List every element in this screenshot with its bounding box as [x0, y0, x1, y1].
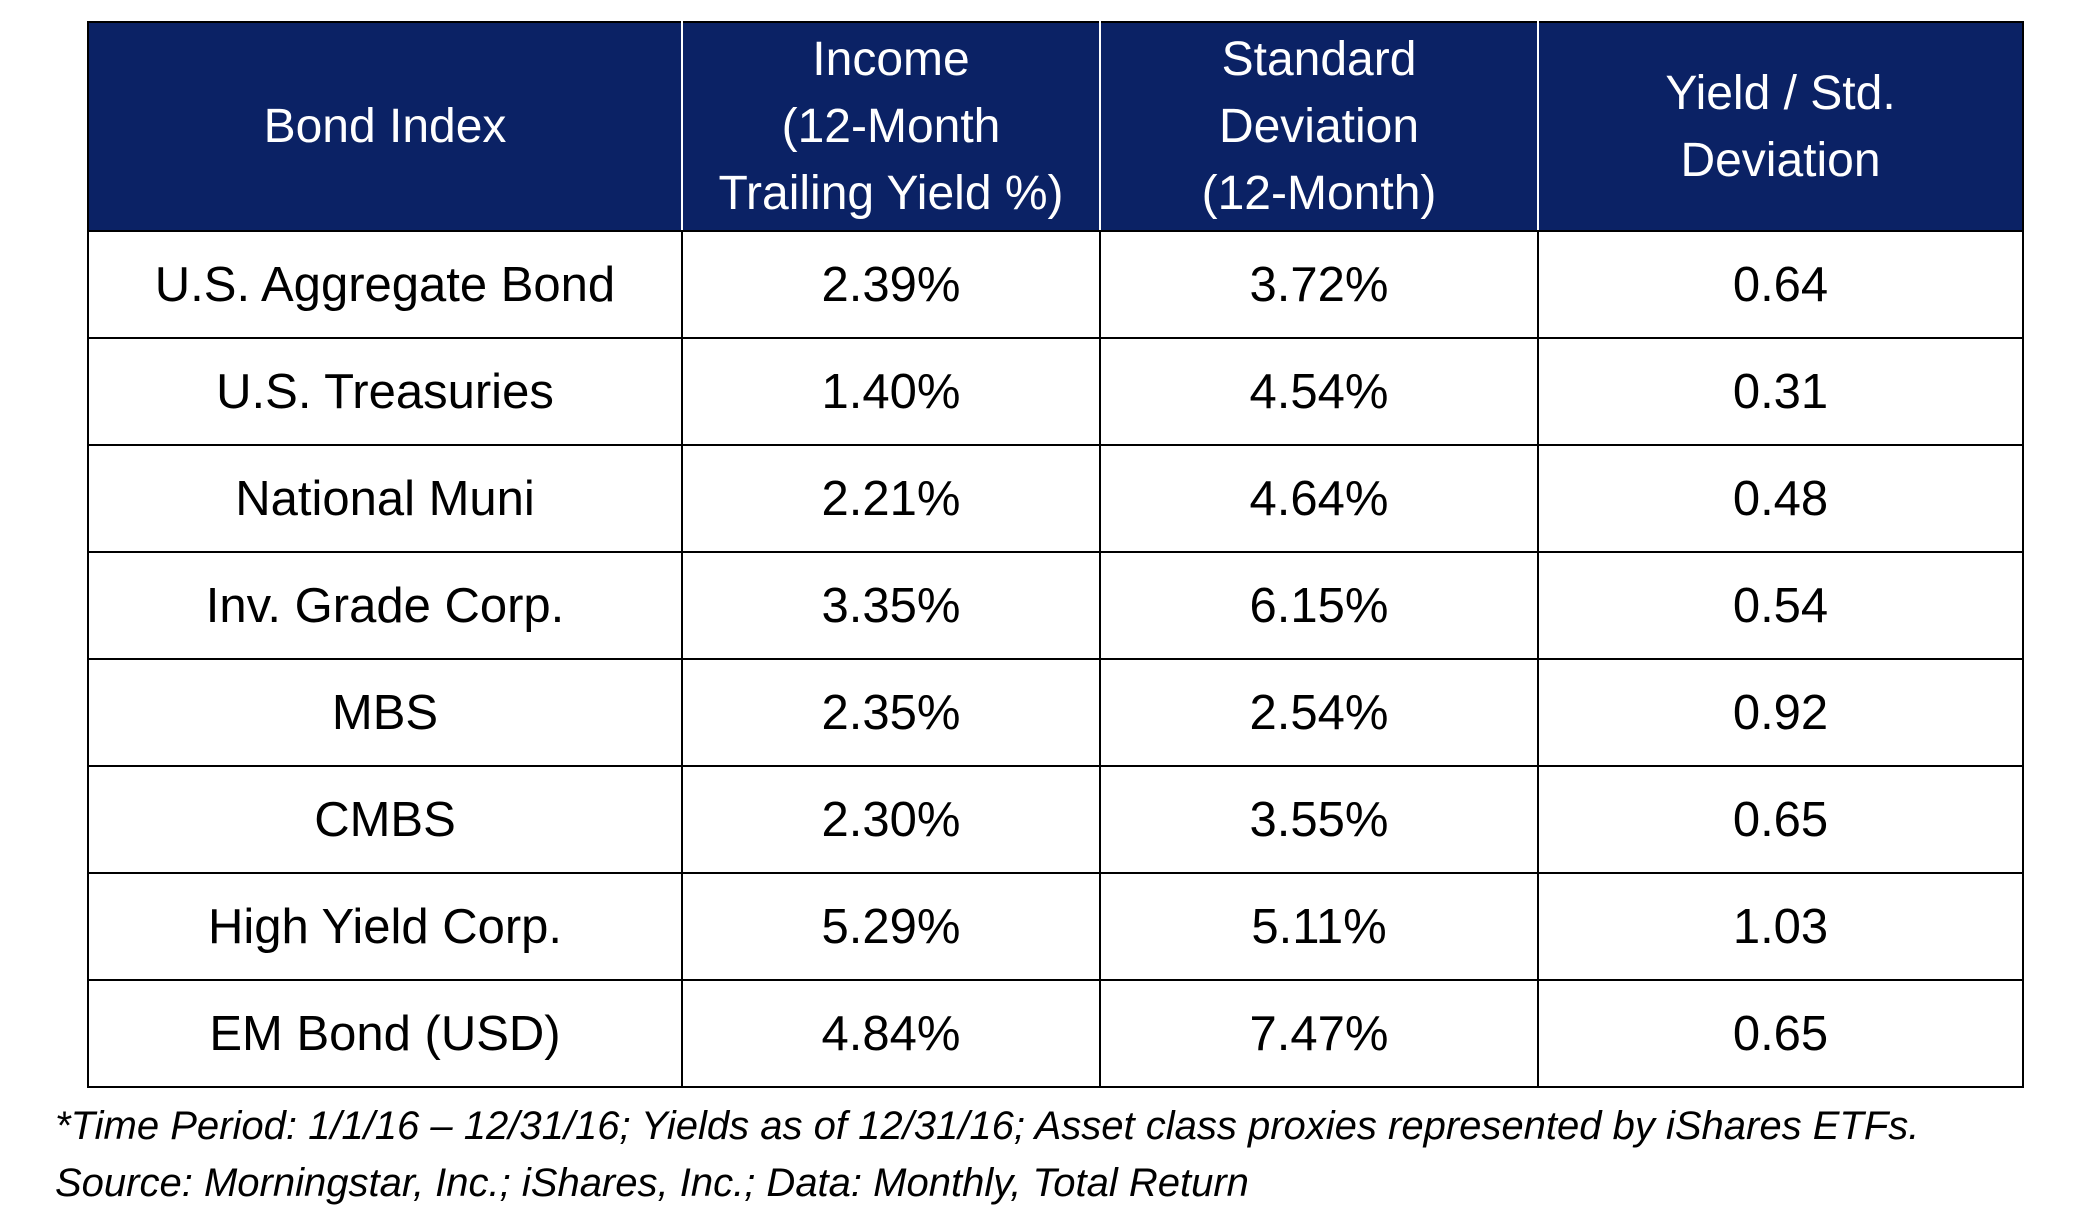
header-income: Income (12-Month Trailing Yield %) — [681, 21, 1101, 232]
footnote: *Time Period: 1/1/16 – 12/31/16; Yields … — [55, 1098, 1919, 1212]
cell-yield-ratio: 0.64 — [1537, 230, 2024, 339]
header-line: Income — [812, 33, 970, 86]
cell-std-deviation: 4.54% — [1099, 337, 1539, 446]
cell-bond-index: National Muni — [87, 444, 683, 553]
cell-yield-ratio: 1.03 — [1537, 872, 2024, 981]
header-line: Bond Index — [263, 100, 507, 153]
cell-bond-index: High Yield Corp. — [87, 872, 683, 981]
cell-std-deviation: 5.11% — [1099, 872, 1539, 981]
header-line: Deviation — [1218, 100, 1420, 153]
cell-bond-index: CMBS — [87, 765, 683, 874]
cell-income: 4.84% — [681, 979, 1101, 1088]
footnote-source: Source: Morningstar, Inc.; iShares, Inc.… — [55, 1161, 1249, 1205]
table-body: U.S. Aggregate Bond 2.39% 3.72% 0.64 U.S… — [87, 230, 2024, 1088]
cell-yield-ratio: 0.31 — [1537, 337, 2024, 446]
header-row: Bond Index Income (12-Month Trailing Yie… — [87, 21, 2024, 232]
cell-std-deviation: 6.15% — [1099, 551, 1539, 660]
table-row: National Muni 2.21% 4.64% 0.48 — [87, 444, 2024, 553]
cell-yield-ratio: 0.54 — [1537, 551, 2024, 660]
header-yield-std-deviation: Yield / Std. Deviation — [1537, 21, 2024, 232]
cell-yield-ratio: 0.92 — [1537, 658, 2024, 767]
cell-bond-index: EM Bond (USD) — [87, 979, 683, 1088]
cell-yield-ratio: 0.65 — [1537, 979, 2024, 1088]
cell-income: 2.35% — [681, 658, 1101, 767]
header-line: Yield / Std. — [1665, 66, 1896, 120]
table-row: High Yield Corp. 5.29% 5.11% 1.03 — [87, 872, 2024, 981]
cell-std-deviation: 4.64% — [1099, 444, 1539, 553]
header-line: (12-Month — [781, 100, 1001, 153]
cell-bond-index: U.S. Treasuries — [87, 337, 683, 446]
cell-bond-index: Inv. Grade Corp. — [87, 551, 683, 660]
cell-std-deviation: 7.47% — [1099, 979, 1539, 1088]
table-row: MBS 2.35% 2.54% 0.92 — [87, 658, 2024, 767]
cell-income: 2.21% — [681, 444, 1101, 553]
header-standard-deviation: Standard Deviation (12-Month) — [1099, 21, 1539, 232]
footnote-time-period: *Time Period: 1/1/16 – 12/31/16; Yields … — [55, 1104, 1920, 1148]
cell-std-deviation: 3.72% — [1099, 230, 1539, 339]
table-row: EM Bond (USD) 4.84% 7.47% 0.65 — [87, 979, 2024, 1088]
bond-comparison-table: Bond Index Income (12-Month Trailing Yie… — [87, 21, 2024, 1088]
cell-bond-index: U.S. Aggregate Bond — [87, 230, 683, 339]
header-bond-index: Bond Index — [87, 21, 683, 232]
cell-yield-ratio: 0.48 — [1537, 444, 2024, 553]
header-line: (12-Month) — [1201, 167, 1437, 220]
table-row: Inv. Grade Corp. 3.35% 6.15% 0.54 — [87, 551, 2024, 660]
cell-std-deviation: 2.54% — [1099, 658, 1539, 767]
header-line: Deviation — [1680, 133, 1881, 187]
table-row: U.S. Treasuries 1.40% 4.54% 0.31 — [87, 337, 2024, 446]
table-row: U.S. Aggregate Bond 2.39% 3.72% 0.64 — [87, 230, 2024, 339]
header-line: Trailing Yield %) — [718, 167, 1064, 220]
cell-std-deviation: 3.55% — [1099, 765, 1539, 874]
table-row: CMBS 2.30% 3.55% 0.65 — [87, 765, 2024, 874]
header-line: Standard — [1221, 33, 1417, 86]
cell-income: 2.39% — [681, 230, 1101, 339]
table-header: Bond Index Income (12-Month Trailing Yie… — [87, 21, 2024, 232]
cell-income: 3.35% — [681, 551, 1101, 660]
cell-income: 5.29% — [681, 872, 1101, 981]
cell-income: 1.40% — [681, 337, 1101, 446]
bond-comparison-table-container: Bond Index Income (12-Month Trailing Yie… — [87, 21, 2024, 1088]
cell-income: 2.30% — [681, 765, 1101, 874]
cell-bond-index: MBS — [87, 658, 683, 767]
cell-yield-ratio: 0.65 — [1537, 765, 2024, 874]
